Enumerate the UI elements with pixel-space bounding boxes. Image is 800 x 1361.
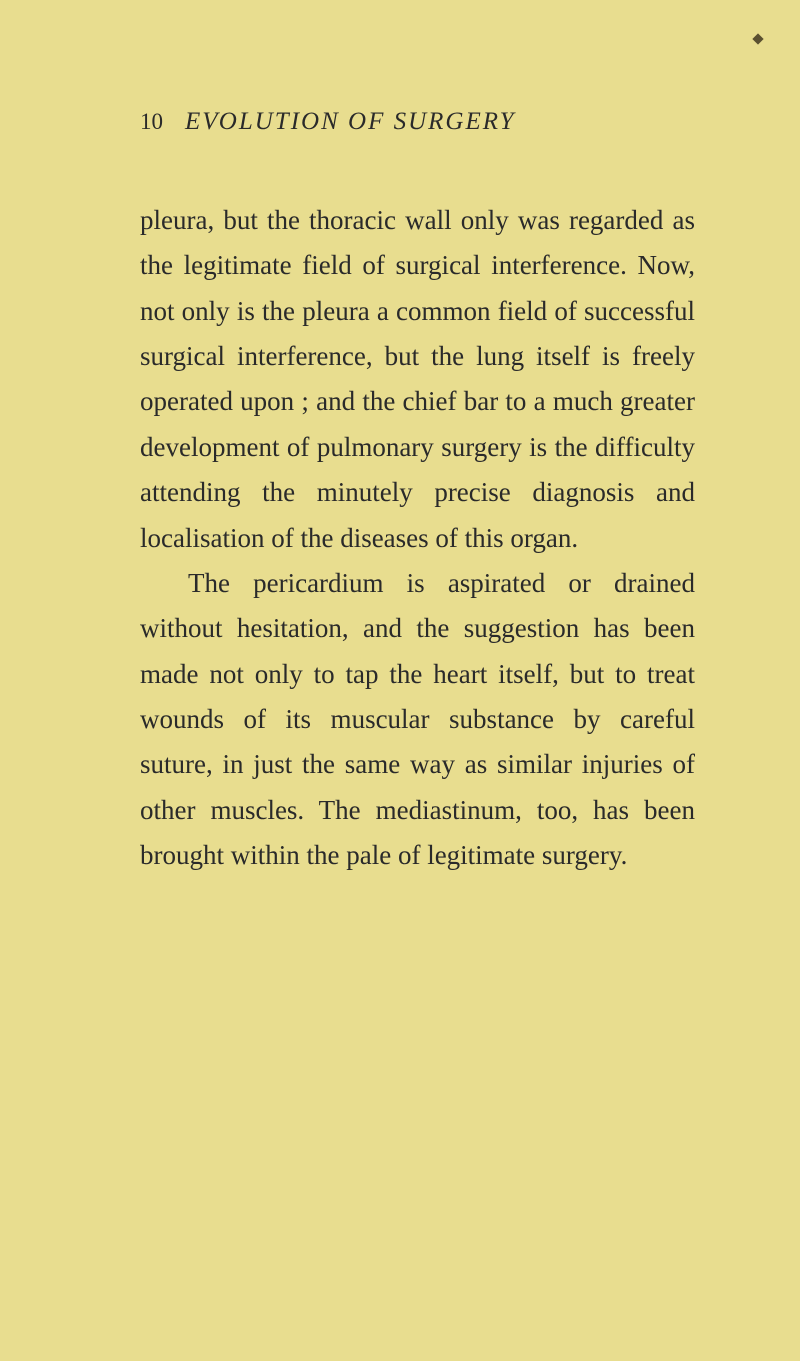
page-number: 10 [140, 109, 163, 135]
header-title: EVOLUTION OF SURGERY [185, 108, 515, 136]
paragraph-1: pleura, but the thoracic wall only was r… [140, 198, 695, 561]
paragraph-2: The pericardium is aspirated or drained … [140, 561, 695, 879]
body-text: pleura, but the thoracic wall only was r… [140, 198, 695, 878]
corner-mark [752, 33, 763, 44]
page-header: 10 EVOLUTION OF SURGERY [140, 108, 695, 136]
